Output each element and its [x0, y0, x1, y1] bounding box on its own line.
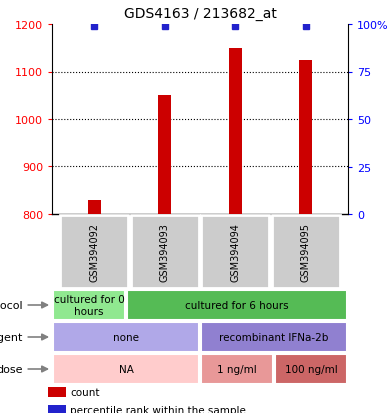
FancyBboxPatch shape [53, 323, 199, 352]
FancyBboxPatch shape [201, 323, 347, 352]
FancyBboxPatch shape [272, 215, 340, 289]
FancyBboxPatch shape [53, 291, 125, 320]
Bar [48, 387, 66, 397]
FancyBboxPatch shape [60, 215, 128, 289]
Text: cultured for 6 hours: cultured for 6 hours [185, 300, 289, 310]
Bar [48, 405, 66, 413]
Bar [229, 49, 241, 214]
Text: GSM394095: GSM394095 [301, 223, 311, 281]
FancyBboxPatch shape [201, 354, 273, 384]
Text: percentile rank within the sample: percentile rank within the sample [71, 405, 246, 413]
Bar [158, 96, 171, 214]
FancyBboxPatch shape [127, 291, 347, 320]
FancyBboxPatch shape [131, 215, 199, 289]
FancyBboxPatch shape [275, 354, 347, 384]
Text: cultured for 0
hours: cultured for 0 hours [54, 294, 124, 316]
Text: GSM394094: GSM394094 [230, 223, 240, 281]
Text: none: none [113, 332, 139, 342]
Text: GSM394093: GSM394093 [160, 223, 170, 281]
Text: recombinant IFNa-2b: recombinant IFNa-2b [219, 332, 329, 342]
Text: 100 ng/ml: 100 ng/ml [285, 364, 337, 374]
Title: GDS4163 / 213682_at: GDS4163 / 213682_at [124, 7, 277, 21]
Bar [88, 200, 101, 214]
Text: count: count [71, 387, 100, 397]
Text: growth protocol: growth protocol [0, 300, 22, 310]
Text: NA: NA [119, 364, 133, 374]
Text: GSM394092: GSM394092 [89, 223, 99, 281]
Text: agent: agent [0, 332, 22, 342]
FancyBboxPatch shape [201, 215, 269, 289]
FancyBboxPatch shape [53, 354, 199, 384]
Text: dose: dose [0, 364, 22, 374]
Bar [300, 60, 312, 214]
Text: 1 ng/ml: 1 ng/ml [217, 364, 257, 374]
